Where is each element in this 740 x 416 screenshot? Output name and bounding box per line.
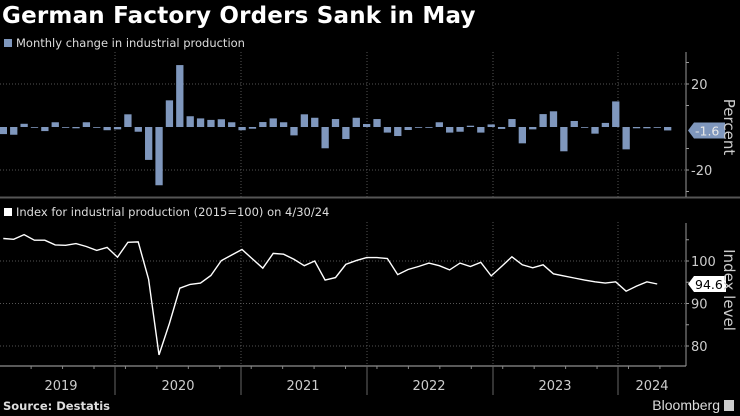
bar	[72, 127, 80, 129]
x-year-label: 2024	[635, 379, 668, 394]
bar	[518, 127, 526, 144]
bar	[0, 127, 8, 135]
legend-swatch	[4, 208, 12, 216]
bar	[82, 122, 91, 127]
y-axis-title: Percent	[720, 99, 738, 156]
bar	[113, 127, 122, 130]
bar	[20, 123, 28, 127]
bar	[435, 122, 443, 127]
bar	[248, 127, 257, 129]
bar	[196, 118, 205, 127]
legend-bar-label: Monthly change in industrial production	[16, 36, 245, 50]
bar	[653, 127, 661, 128]
bar	[446, 127, 454, 133]
x-year-label: 2019	[44, 379, 77, 394]
series-line	[3, 233, 658, 356]
bar	[425, 127, 433, 128]
bar	[601, 122, 610, 127]
bar	[394, 127, 402, 137]
bar	[30, 127, 39, 128]
bar	[238, 127, 246, 131]
brand-logo: Bloomberg	[652, 397, 720, 413]
bar	[414, 127, 423, 128]
legend-line: Index for industrial production (2015=10…	[4, 205, 329, 219]
bar	[279, 122, 288, 127]
bar	[155, 127, 163, 186]
bar	[124, 114, 132, 127]
bar	[269, 118, 277, 127]
bar	[508, 119, 516, 127]
bar	[591, 127, 599, 134]
bar	[643, 127, 651, 129]
legend-bar: Monthly change in industrial production	[4, 36, 245, 50]
bar	[383, 127, 392, 133]
bar	[560, 127, 568, 152]
bar	[217, 119, 225, 127]
y-tick-label: 90	[691, 298, 708, 313]
bar	[311, 117, 319, 127]
bar	[352, 117, 360, 127]
bar	[487, 124, 495, 127]
last-value-label: 94.6	[695, 277, 723, 292]
legend-swatch	[4, 39, 12, 47]
bar	[497, 127, 506, 129]
bar	[580, 127, 589, 128]
bar	[186, 116, 194, 127]
x-year-label: 2021	[286, 379, 319, 394]
bar	[404, 127, 412, 131]
bar	[456, 127, 464, 132]
last-value-flag	[688, 275, 726, 292]
bar	[134, 127, 142, 132]
bar	[93, 127, 101, 128]
y-tick-label: -20	[691, 164, 712, 179]
bar	[300, 114, 309, 127]
y-tick-label: 80	[691, 340, 708, 355]
legend-line-label: Index for industrial production (2015=10…	[16, 205, 330, 219]
bar	[176, 65, 184, 127]
bloomberg-icon	[724, 400, 734, 411]
bar	[632, 127, 641, 129]
bar	[321, 127, 329, 149]
bar	[103, 127, 111, 131]
bar	[549, 111, 558, 127]
bar	[61, 127, 70, 128]
bar	[331, 119, 340, 127]
y-tick-label: 100	[691, 255, 716, 270]
bar	[477, 127, 485, 133]
bar	[165, 100, 174, 127]
bar	[373, 119, 381, 127]
bar	[41, 127, 49, 132]
x-year-label: 2020	[161, 379, 194, 394]
last-value-flag	[688, 122, 725, 139]
bar	[363, 123, 371, 127]
bar	[664, 127, 672, 131]
bar	[207, 119, 215, 127]
bar	[622, 127, 630, 150]
chart-title: German Factory Orders Sank in May	[2, 3, 476, 29]
bar	[466, 125, 475, 127]
source-note: Source: Destatis	[3, 399, 110, 413]
bar	[539, 114, 547, 127]
bar	[529, 127, 537, 130]
bar	[342, 127, 350, 140]
bar	[228, 122, 236, 127]
y-axis-title: Index level	[720, 249, 738, 331]
bar	[290, 127, 298, 136]
bar	[259, 122, 267, 127]
bar	[145, 127, 153, 160]
bar	[51, 122, 59, 127]
x-year-label: 2022	[412, 379, 445, 394]
bar	[10, 127, 18, 135]
y-tick-label: 20	[691, 78, 708, 93]
bar	[612, 101, 620, 127]
bar	[570, 120, 578, 127]
last-value-label: -1.6	[695, 123, 719, 138]
x-year-label: 2023	[538, 379, 571, 394]
